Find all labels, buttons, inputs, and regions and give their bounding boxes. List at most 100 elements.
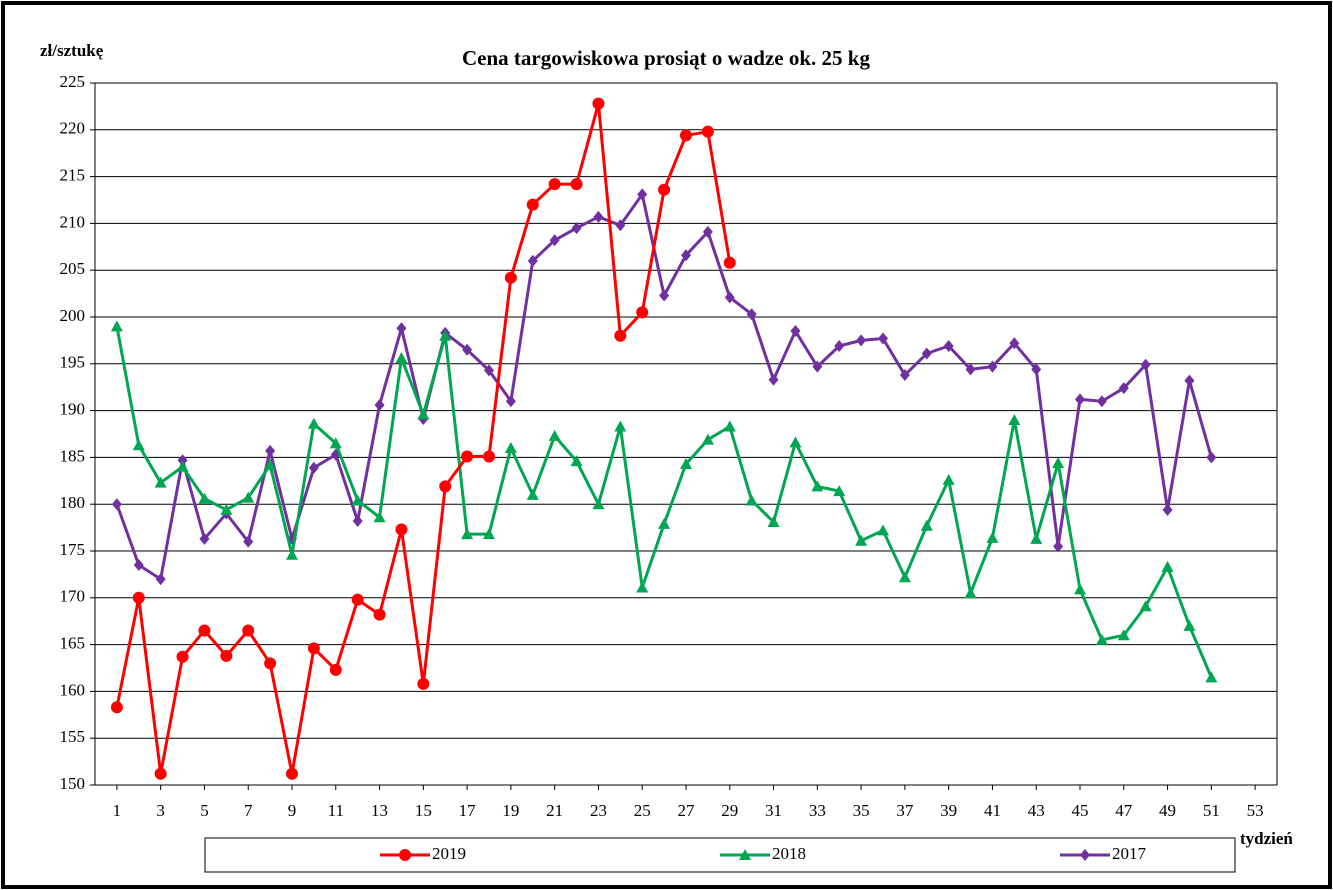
marker	[1162, 503, 1173, 516]
legend-label: 2019	[432, 844, 466, 863]
marker	[1009, 337, 1020, 350]
marker	[351, 494, 364, 506]
marker	[746, 308, 757, 321]
marker	[265, 444, 276, 457]
marker	[570, 178, 583, 191]
marker	[155, 573, 166, 586]
marker	[1095, 633, 1108, 645]
y-tick-label: 180	[60, 493, 86, 512]
marker	[1074, 583, 1086, 595]
x-tick-label: 27	[678, 801, 696, 820]
marker	[484, 364, 494, 377]
x-tick-label: 1	[113, 801, 122, 820]
marker	[110, 320, 123, 332]
x-tick-label: 49	[1159, 801, 1176, 820]
marker	[461, 528, 474, 540]
y-tick-label: 205	[60, 259, 86, 278]
marker	[198, 492, 211, 504]
x-tick-label: 17	[459, 801, 477, 820]
y-tick-label: 155	[60, 727, 86, 746]
marker	[462, 343, 473, 356]
marker	[680, 129, 692, 142]
marker	[593, 210, 604, 223]
y-tick-label: 175	[60, 540, 86, 559]
y-tick-label: 160	[60, 680, 86, 699]
legend-marker	[739, 849, 751, 860]
marker	[176, 650, 189, 663]
marker	[504, 271, 517, 284]
marker	[878, 332, 888, 345]
y-tick-label: 200	[60, 306, 86, 325]
marker	[614, 329, 627, 342]
marker	[592, 97, 605, 110]
marker	[417, 677, 430, 690]
marker	[570, 455, 583, 467]
marker	[811, 480, 824, 492]
marker	[1117, 629, 1130, 641]
marker	[329, 663, 342, 676]
marker	[504, 442, 517, 454]
marker	[264, 458, 277, 470]
legend-marker	[399, 849, 411, 861]
x-tick-label: 25	[634, 801, 651, 820]
y-tick-label: 150	[60, 774, 86, 793]
marker	[723, 420, 736, 432]
marker	[1140, 358, 1151, 371]
x-tick-label: 21	[546, 801, 563, 820]
marker	[1031, 363, 1042, 376]
marker	[527, 254, 538, 267]
marker	[374, 398, 385, 411]
marker	[549, 234, 560, 247]
marker	[571, 222, 582, 235]
y-tick-label: 185	[60, 446, 86, 465]
marker	[1008, 413, 1021, 425]
marker	[1030, 532, 1043, 544]
marker	[548, 178, 561, 191]
x-tick-label: 29	[721, 801, 738, 820]
legend-marker	[1080, 849, 1090, 861]
marker	[154, 767, 167, 780]
marker	[636, 306, 649, 319]
marker	[942, 473, 955, 485]
marker	[1161, 560, 1174, 572]
x-tick-label: 5	[200, 801, 209, 820]
marker	[1206, 451, 1217, 464]
marker	[964, 587, 977, 599]
marker	[133, 559, 144, 572]
marker	[505, 395, 516, 408]
marker	[701, 433, 714, 445]
y-axis-label: zł/sztukę	[40, 41, 104, 60]
marker	[395, 523, 408, 536]
marker	[723, 256, 736, 269]
marker	[724, 291, 735, 304]
legend-label: 2017	[1112, 844, 1147, 863]
x-tick-label: 23	[590, 801, 607, 820]
marker	[242, 491, 255, 503]
x-tick-label: 33	[809, 801, 826, 820]
marker	[461, 450, 474, 463]
marker	[132, 439, 145, 451]
marker	[439, 329, 452, 341]
x-tick-label: 7	[244, 801, 253, 820]
marker	[439, 480, 452, 493]
y-tick-label: 195	[60, 353, 86, 372]
marker	[329, 437, 342, 449]
x-tick-label: 15	[415, 801, 432, 820]
x-tick-label: 51	[1203, 801, 1220, 820]
marker	[702, 225, 713, 238]
marker	[592, 498, 605, 510]
marker	[483, 450, 495, 463]
marker	[855, 534, 868, 546]
marker	[921, 347, 932, 360]
x-tick-label: 45	[1072, 801, 1089, 820]
marker	[658, 183, 671, 196]
marker	[308, 461, 319, 474]
marker	[242, 624, 255, 637]
marker	[615, 219, 626, 232]
marker	[396, 322, 407, 335]
y-tick-label: 165	[60, 634, 86, 653]
marker	[132, 591, 145, 604]
marker	[986, 531, 999, 543]
marker	[548, 429, 561, 441]
x-tick-label: 11	[328, 801, 344, 820]
